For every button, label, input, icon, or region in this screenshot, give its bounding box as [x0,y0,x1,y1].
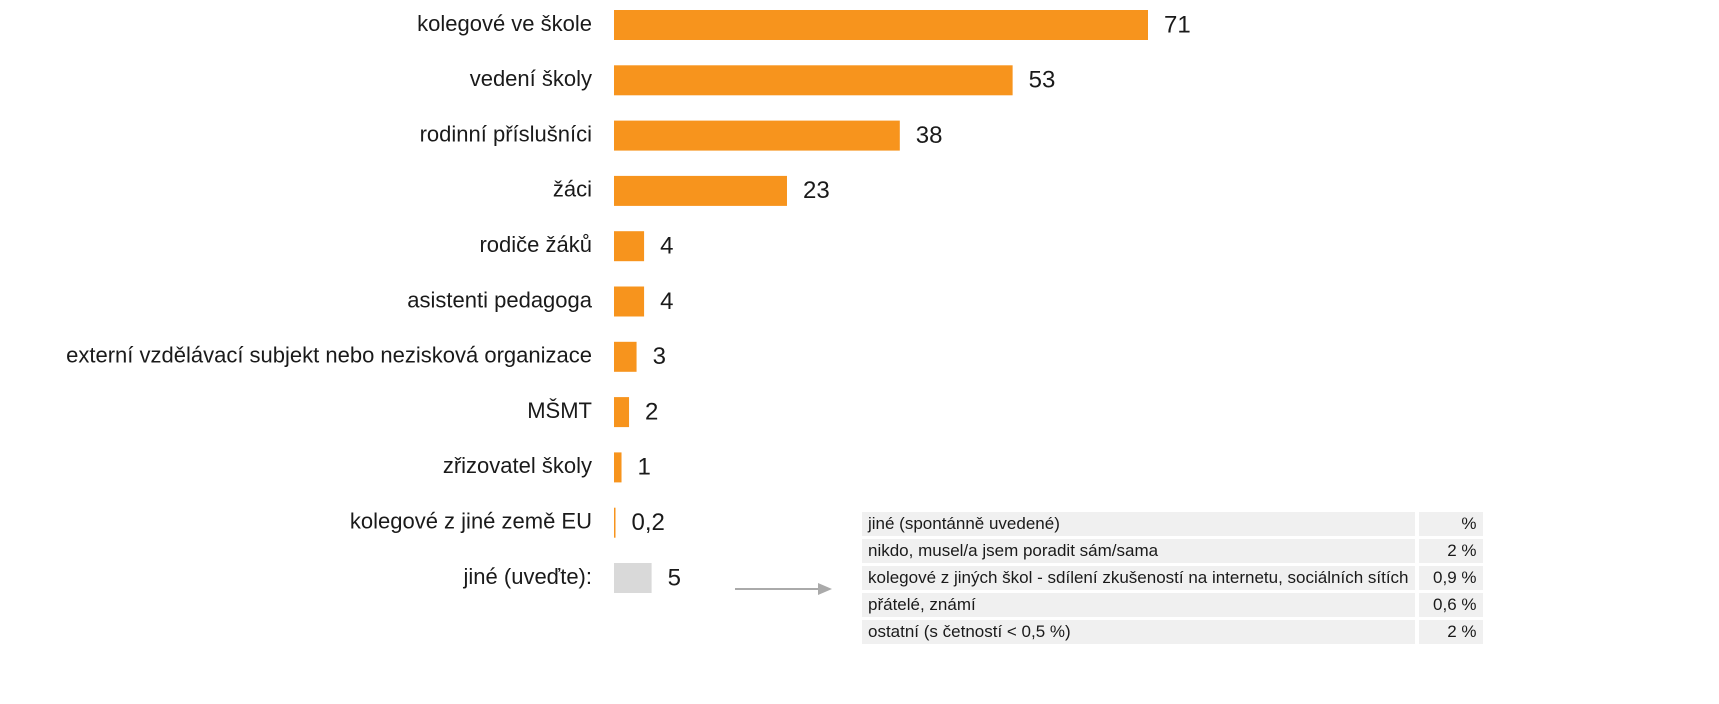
value-label: 0,2 [632,509,665,536]
category-label: jiné (uveďte): [463,564,592,589]
arrow-head [818,583,832,595]
value-label: 71 [1164,11,1191,38]
value-label: 5 [668,564,681,591]
value-label: 23 [803,177,830,204]
table-row: jiné (spontánně uvedené)% [862,512,1483,536]
category-label: vedení školy [470,66,592,91]
table-row: ostatní (s četností < 0,5 %) 2 % [862,620,1483,644]
category-label: kolegové z jiné země EU [350,509,592,534]
category-label: rodinní příslušníci [420,121,592,146]
percent-cell: % [1414,512,1483,536]
bar [614,231,645,262]
bar [614,341,637,372]
other-table: jiné (spontánně uvedené)% nikdo, musel/a … [862,509,1483,647]
table-row: přátelé, známí 0,6 % [862,593,1483,617]
table-row: nikdo, musel/a jsem poradit sám/sama 2 % [862,539,1483,563]
category-label: asistenti pedagoga [407,287,592,312]
label-cell: přátelé, známí [862,593,1415,617]
category-label: rodiče žáků [479,232,592,257]
label-cell: jiné (spontánně uvedené) [862,512,1415,536]
bar [614,452,622,483]
category-label: externí vzdělávací subjekt nebo neziskov… [66,343,592,368]
bar [614,563,652,593]
label-cell: nikdo, musel/a jsem poradit sám/sama [862,539,1415,563]
value-label: 2 [645,398,658,425]
value-label: 53 [1029,67,1056,94]
label-cell: ostatní (s četností < 0,5 %) [862,620,1415,644]
bar [614,507,616,538]
bar [614,120,900,151]
bar [614,397,630,428]
category-label: kolegové ve škole [417,11,592,36]
value-label: 38 [916,122,943,149]
value-label: 3 [653,343,666,370]
bar [614,175,787,206]
bar [614,65,1013,96]
bar [614,286,645,317]
value-label: 1 [638,454,651,481]
label-cell: kolegové z jiných škol - sdílení zkušeno… [862,566,1415,590]
percent-cell: 2 % [1414,539,1483,563]
category-label: MŠMT [527,398,592,423]
value-label: 4 [660,288,673,315]
percent-cell: 2 % [1414,620,1483,644]
category-label: zřizovatel školy [443,453,592,478]
category-label: žáci [553,177,592,202]
value-label: 4 [660,233,673,260]
table-row: kolegové z jiných škol - sdílení zkušeno… [862,566,1483,590]
bar [614,10,1148,40]
percent-cell: 0,6 % [1414,593,1483,617]
percent-cell: 0,9 % [1414,566,1483,590]
